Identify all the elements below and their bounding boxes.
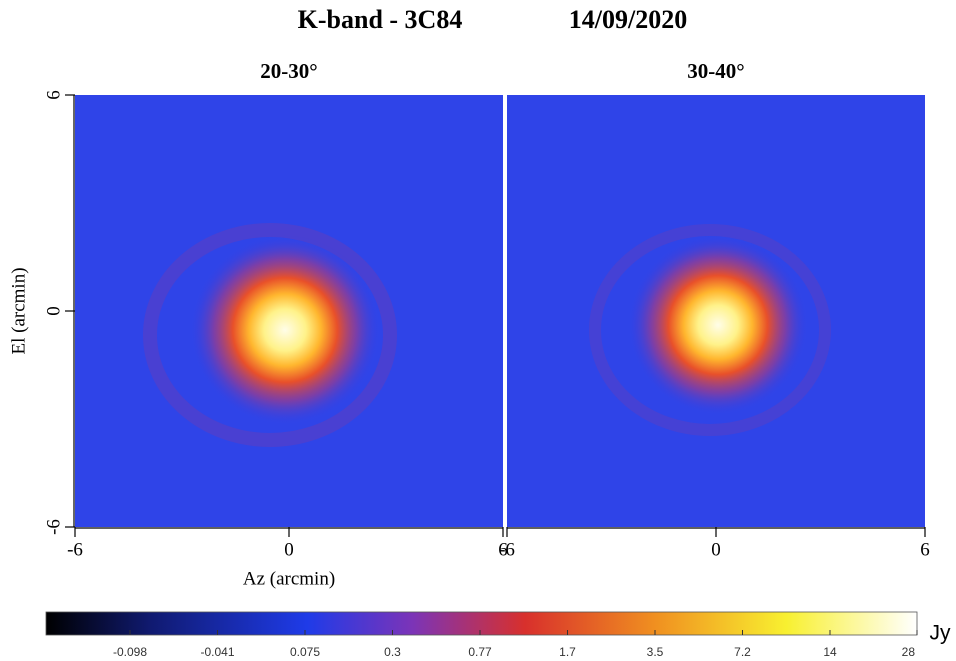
colorbar-tick-label: 1.7 (559, 645, 576, 659)
y-tick-label: 0 (43, 306, 64, 316)
title: K-band - 3C84 (298, 5, 463, 34)
source (190, 235, 380, 425)
x-tick-label: -6 (67, 539, 83, 560)
colorbar-label: Jy (930, 622, 952, 645)
colorbar-tick-label: -0.041 (200, 645, 234, 659)
colorbar (45, 611, 918, 636)
colorbar-tick-label: 28 (902, 645, 916, 659)
colorbar-tick-label: 7.2 (734, 645, 751, 659)
x-axis-label: Az (arcmin) (243, 568, 335, 589)
date: 14/09/2020 (569, 5, 687, 34)
x-tick-label: 6 (920, 539, 930, 560)
colorbar-tick-label: 0.075 (290, 645, 320, 659)
y-tick-label: -6 (43, 519, 64, 535)
colorbar-tick-label: 14 (823, 645, 837, 659)
separator (503, 95, 507, 527)
ring (143, 223, 397, 447)
colorbar-tick-label: 0.3 (384, 645, 401, 659)
x-tick-label: 0 (284, 539, 294, 560)
colorbar-tick-label: 0.77 (468, 645, 492, 659)
x-tick-label: -6 (499, 539, 515, 560)
x-tick-label: 0 (711, 539, 721, 560)
colorbar-tick-label: 3.5 (647, 645, 664, 659)
y-axis-label: El (arcmin) (8, 267, 29, 354)
ring (589, 224, 831, 436)
colorbar-tick-label: -0.098 (113, 645, 147, 659)
y-tick-label: 6 (43, 90, 64, 100)
panel-title: 30-40° (687, 59, 744, 83)
x-tick-label: 6 (498, 539, 508, 560)
panel-title: 20-30° (260, 59, 317, 83)
source (628, 235, 808, 415)
